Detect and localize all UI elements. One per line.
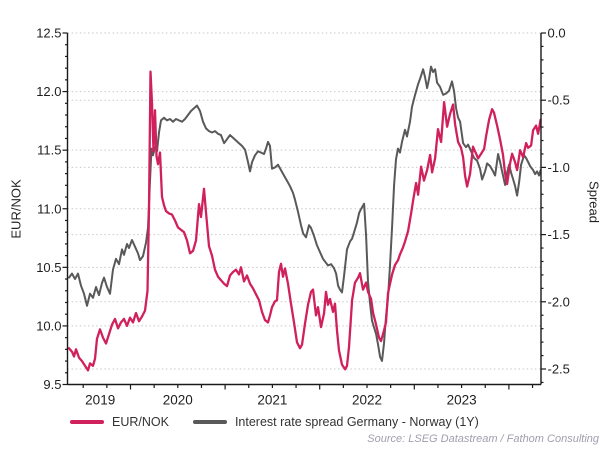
spread-line-swatch bbox=[192, 420, 227, 424]
legend-item-eurnok: EUR/NOK bbox=[70, 415, 169, 429]
left-tick-label: 11.0 bbox=[37, 201, 61, 216]
eurnok-series-line bbox=[67, 70, 542, 372]
right-tick-label: -1.0 bbox=[548, 160, 570, 175]
source-note: Source: LSEG Datastream / Fathom Consult… bbox=[367, 433, 599, 445]
x-year-label: 2020 bbox=[163, 393, 193, 408]
x-year-label: 2021 bbox=[257, 393, 287, 408]
left-tick-label: 10.5 bbox=[36, 260, 61, 275]
left-tick-label: 11.5 bbox=[37, 143, 61, 158]
left-axis-title: EUR/NOK bbox=[8, 179, 24, 239]
right-tick-label: 0.0 bbox=[548, 26, 566, 41]
legend-label-spread: Interest rate spread Germany - Norway (1… bbox=[234, 415, 479, 429]
left-tick-label: 12.5 bbox=[36, 26, 61, 41]
right-tick-label: -2.5 bbox=[548, 362, 570, 377]
left-tick-label: 9.5 bbox=[43, 377, 61, 392]
right-tick-label: -0.5 bbox=[548, 93, 570, 108]
right-axis-title: Spread bbox=[586, 181, 602, 223]
legend-label-eurnok: EUR/NOK bbox=[112, 415, 169, 429]
right-tick-label: -2.0 bbox=[548, 294, 570, 309]
spread-series-line bbox=[68, 65, 542, 362]
left-tick-label: 12.0 bbox=[36, 84, 61, 99]
eurnok-line-swatch bbox=[70, 420, 104, 424]
legend: EUR/NOK Interest rate spread Germany - N… bbox=[70, 413, 479, 431]
x-year-label: 2023 bbox=[447, 393, 477, 408]
left-tick-label: 10.0 bbox=[36, 318, 61, 333]
x-year-label: 2022 bbox=[352, 393, 382, 408]
x-year-label: 2019 bbox=[85, 393, 115, 408]
right-tick-label: -1.5 bbox=[548, 227, 570, 242]
legend-item-spread: Interest rate spread Germany - Norway (1… bbox=[192, 415, 479, 429]
